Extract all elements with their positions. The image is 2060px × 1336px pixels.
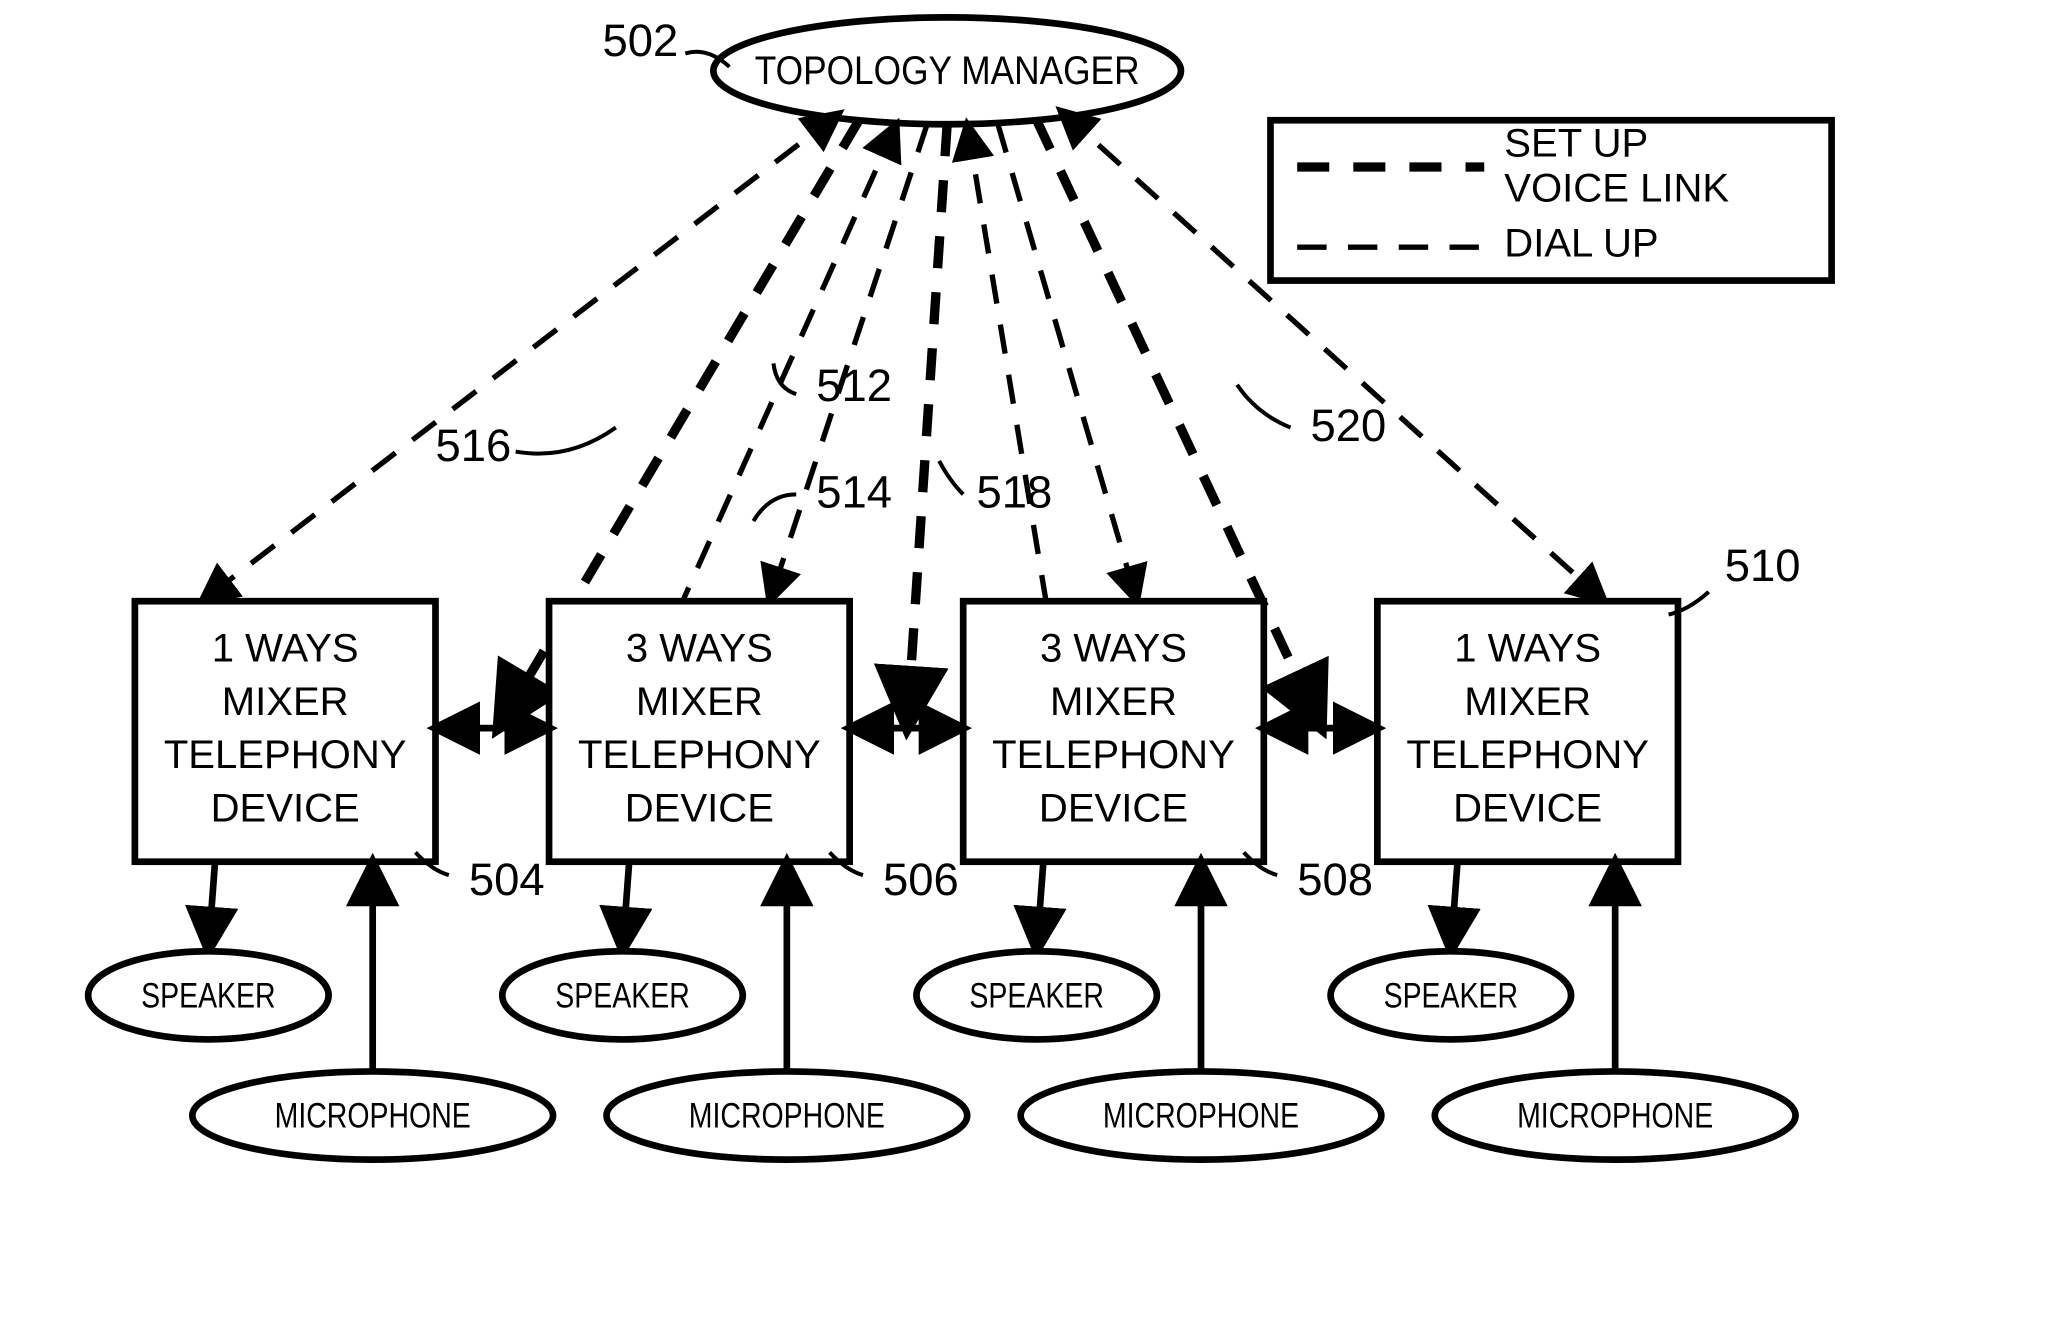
speaker-label: SPEAKER (141, 976, 276, 1015)
microphone-label: MICROPHONE (1517, 1096, 1713, 1135)
setup-voice-link-1 (907, 124, 947, 728)
device-label: DEVICE (211, 787, 360, 831)
device-label: DEVICE (1453, 787, 1602, 831)
ref-508: 508 (1297, 854, 1373, 905)
device-label: MIXER (1464, 680, 1591, 724)
speaker-label: SPEAKER (555, 976, 690, 1015)
to-speaker-arrow-0 (208, 862, 215, 952)
device-label: 1 WAYS (1454, 626, 1601, 670)
speaker-label: SPEAKER (1384, 976, 1519, 1015)
legend-label: VOICE LINK (1504, 167, 1729, 211)
to-speaker-arrow-3 (1451, 862, 1458, 952)
device-label: DEVICE (1039, 787, 1188, 831)
device-label: TELEPHONY (1406, 733, 1649, 777)
ref-512: 512 (816, 360, 892, 411)
ref-520: 520 (1311, 400, 1387, 451)
ref-leader-514 (753, 494, 796, 521)
device-label: 3 WAYS (626, 626, 773, 670)
topology-manager-label: TOPOLOGY MANAGER (755, 48, 1140, 93)
speaker-label: SPEAKER (969, 976, 1104, 1015)
dial-up-link-3 (967, 124, 1046, 601)
ref-leader-516 (516, 428, 616, 454)
device-label: 1 WAYS (212, 626, 359, 670)
ref-518: 518 (977, 467, 1053, 518)
legend-label: DIAL UP (1504, 222, 1658, 266)
ref-514: 514 (816, 467, 892, 518)
device-label: DEVICE (625, 787, 774, 831)
ref-504: 504 (469, 854, 545, 905)
device-label: TELEPHONY (164, 733, 407, 777)
device-label: MIXER (636, 680, 763, 724)
ref-502: 502 (602, 15, 678, 66)
diagram-canvas: TOPOLOGY MANAGER 502 SET UPVOICE LINK DIAL … (0, 0, 2060, 1336)
ref-506: 506 (883, 854, 959, 905)
to-speaker-arrow-2 (1037, 862, 1044, 952)
device-label: MIXER (1050, 680, 1177, 724)
ref-510: 510 (1725, 540, 1801, 591)
device-label: 3 WAYS (1040, 626, 1187, 670)
ref-leader-520 (1237, 385, 1290, 428)
device-label: TELEPHONY (992, 733, 1235, 777)
dial-up-link-0 (202, 114, 839, 602)
legend-label: SET UP (1504, 121, 1648, 165)
microphone-label: MICROPHONE (275, 1096, 471, 1135)
microphone-label: MICROPHONE (689, 1096, 885, 1135)
ref-leader-518 (939, 461, 963, 494)
microphone-label: MICROPHONE (1103, 1096, 1299, 1135)
device-label: TELEPHONY (578, 733, 821, 777)
device-label: MIXER (222, 680, 349, 724)
to-speaker-arrow-1 (623, 862, 630, 952)
ref-516: 516 (435, 420, 511, 471)
